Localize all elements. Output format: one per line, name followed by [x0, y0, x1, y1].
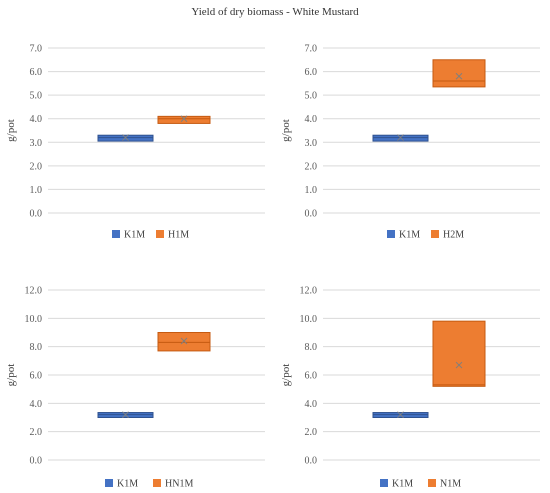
legend-swatch-K1M: [112, 230, 120, 238]
y-tick-label: 0.0: [30, 456, 43, 467]
chart-title: Yield of dry biomass - White Mustard: [191, 6, 359, 18]
mean-marker-K1M: [122, 411, 129, 419]
mean-marker-H1M: [180, 115, 188, 123]
legend-label-N1M: N1M: [440, 479, 461, 490]
y-tick-label: 4.0: [30, 114, 43, 125]
y-tick-label: 1.0: [305, 185, 318, 196]
y-tick-label: 7.0: [305, 44, 318, 55]
y-tick-label: 1.0: [30, 185, 43, 196]
y-axis-label: g/pot: [5, 364, 17, 387]
legend-swatch-K1M: [387, 230, 395, 238]
mean-marker-N1M: [455, 361, 463, 369]
box-N1M: [432, 320, 486, 387]
legend-swatch-K1M: [380, 479, 388, 487]
legend-label-K1M: K1M: [392, 479, 413, 490]
y-tick-label: 4.0: [305, 114, 318, 125]
box-H2M: [432, 59, 486, 88]
legend-label-H1M: H1M: [168, 230, 189, 241]
y-tick-label: 4.0: [305, 399, 318, 410]
y-tick-label: 2.0: [305, 427, 318, 438]
legend-swatch-H2M: [431, 230, 439, 238]
y-tick-label: 5.0: [305, 91, 318, 102]
chart-panel-top-right: 0.0 1.0 2.0 3.0 4.0 5.0 6.0 7.0 g/pot K1M H2M: [280, 44, 540, 241]
y-tick-label: 12.0: [25, 286, 43, 297]
legend-swatch-K1M: [105, 479, 113, 487]
y-tick-label: 4.0: [30, 399, 43, 410]
y-axis-label: g/pot: [280, 119, 292, 142]
y-tick-label: 0.0: [30, 209, 43, 220]
legend-swatch-H1M: [156, 230, 164, 238]
mean-marker-H2M: [455, 72, 463, 80]
y-axis-label: g/pot: [5, 119, 17, 142]
y-tick-label: 7.0: [30, 44, 43, 55]
y-tick-label: 8.0: [30, 342, 43, 353]
legend-swatch-N1M: [428, 479, 436, 487]
y-tick-label: 8.0: [305, 342, 318, 353]
legend-label-K1M: K1M: [117, 479, 138, 490]
mean-marker-K1M: [122, 134, 129, 141]
y-tick-label: 10.0: [25, 314, 43, 325]
y-tick-label: 10.0: [300, 314, 318, 325]
legend-label-HN1M: HN1M: [165, 479, 193, 490]
y-tick-label: 2.0: [30, 427, 43, 438]
legend-swatch-HN1M: [153, 479, 161, 487]
box-HN1M: [157, 332, 211, 352]
y-tick-label: 6.0: [305, 371, 318, 382]
y-tick-label: 6.0: [305, 67, 318, 78]
chart-panel-bottom-left: 0.0 2.0 4.0 6.0 8.0 10.0 12.0 g/pot K1M HN1M: [5, 286, 265, 490]
y-axis-label: g/pot: [280, 364, 292, 387]
legend-label-H2M: H2M: [443, 230, 464, 241]
mean-marker-HN1M: [180, 337, 188, 345]
y-tick-label: 0.0: [305, 456, 318, 467]
y-tick-label: 6.0: [30, 67, 43, 78]
chart-panel-bottom-right: 0.0 2.0 4.0 6.0 8.0 10.0 12.0 g/pot K1M N1M: [280, 286, 540, 490]
mean-marker-K1M: [397, 411, 404, 419]
legend-label-K1M: K1M: [124, 230, 145, 241]
y-tick-label: 0.0: [305, 209, 318, 220]
legend-label-K1M: K1M: [399, 230, 420, 241]
y-tick-label: 2.0: [30, 161, 43, 172]
y-tick-label: 5.0: [30, 91, 43, 102]
chart-panel-top-left: 0.0 1.0 2.0 3.0 4.0 5.0 6.0 7.0 g/pot K1M H1M: [5, 44, 265, 241]
mean-marker-K1M: [397, 134, 404, 141]
y-tick-label: 3.0: [30, 138, 43, 149]
box-H1M: [157, 115, 211, 124]
y-tick-label: 12.0: [300, 286, 318, 297]
y-tick-label: 2.0: [305, 161, 318, 172]
y-tick-label: 3.0: [305, 138, 318, 149]
y-tick-label: 6.0: [30, 371, 43, 382]
